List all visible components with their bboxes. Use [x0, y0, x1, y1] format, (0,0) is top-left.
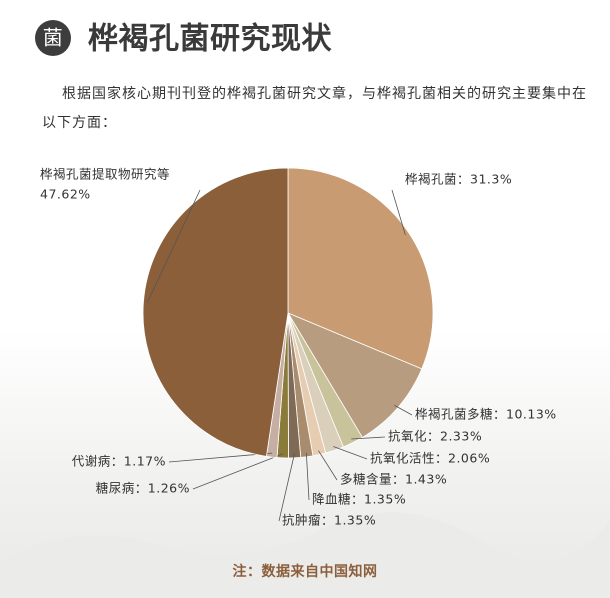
leader-line: [305, 452, 310, 501]
leader-line: [192, 453, 284, 490]
intro-text: 根据国家核心期刊刊登的桦褐孔菌研究文章，与桦褐孔菌相关的研究主要集中在以下方面：: [42, 86, 587, 131]
leader-line: [318, 450, 338, 481]
leader-line: [147, 189, 201, 303]
leader-line: [333, 446, 368, 460]
leader-line: [391, 189, 406, 235]
title: 桦褐孔菌研究现状: [88, 22, 332, 57]
leader-line: [351, 436, 386, 440]
note: 注：数据来自中国知网: [233, 563, 378, 580]
icon-circle: [35, 20, 71, 56]
data-label: 多糖含量：1.43%: [340, 472, 447, 487]
icon-char: 菌: [43, 26, 64, 50]
data-label: 抗氧化活性：2.06%: [370, 451, 490, 466]
pie-slice: [142, 167, 289, 457]
data-label: 桦褐孔菌提取物研究等: [40, 167, 170, 182]
data-label: 糖尿病：1.26%: [96, 481, 190, 496]
data-label: 代谢病：1.17%: [72, 454, 166, 469]
mountain-bg: [0, 512, 610, 598]
pie-slice: [287, 167, 434, 370]
data-label: 47.62%: [40, 187, 91, 202]
leader-line: [278, 453, 295, 522]
data-label: 桦褐孔菌：31.3%: [405, 172, 512, 187]
leader-line: [394, 404, 413, 416]
data-label: 抗肿瘤：1.35%: [282, 513, 376, 528]
data-label: 桦褐孔菌多糖：10.13%: [415, 407, 557, 422]
data-label: 抗氧化：2.33%: [388, 429, 482, 444]
data-label: 降血糖：1.35%: [312, 492, 406, 507]
pie-slice: [287, 312, 423, 439]
